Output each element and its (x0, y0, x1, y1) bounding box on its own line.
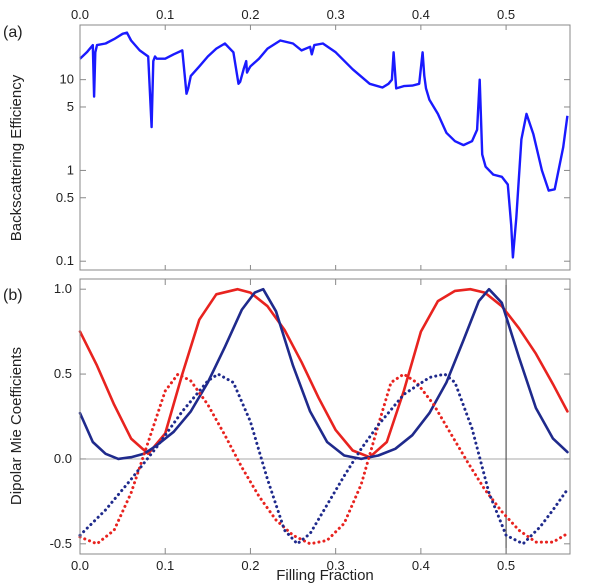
panel-b-x-axis-label: Filling Fraction (276, 567, 374, 584)
panel-b-y-tick-label: 1.0 (54, 281, 72, 296)
panel-a-x-tick-label: 0.5 (497, 7, 515, 22)
panel-a-y-axis-label: Backscattering Efficiency (8, 74, 25, 241)
panel-a-label: (a) (3, 24, 23, 41)
panel-b-y-tick-label: 0.0 (54, 451, 72, 466)
panel-a-y-tick-label: 5 (67, 99, 74, 114)
panel-b-x-tick-label: 0.1 (156, 558, 174, 573)
panel-b-label: (b) (3, 287, 23, 304)
panel-b-x-tick-label: 0.2 (241, 558, 259, 573)
panel-b-x-tick-label: 0.0 (71, 558, 89, 573)
panel-b-x-tick-label: 0.3 (327, 558, 345, 573)
panel-a-frame (79, 24, 571, 271)
panel-a-x-tick-label: 0.3 (327, 7, 345, 22)
panel-a-x-tick-label: 0.0 (71, 7, 89, 22)
mie-coefficient-red-solid-line (78, 287, 569, 459)
panel-b-y-tick-label: -0.5 (50, 536, 72, 551)
panel-a-y-tick-label: 1 (67, 162, 74, 177)
panel-b-reference-lines (80, 279, 570, 554)
panel-b: (b) Dipolar Mie Coefficients Filling Fra… (3, 278, 571, 584)
panel-a-x-tick-label: 0.4 (412, 7, 430, 22)
panel-a-x-tick-label: 0.1 (156, 7, 174, 22)
panel-a-y-tick-label: 0.1 (56, 253, 74, 268)
panel-a-series (79, 31, 569, 259)
panel-b-x-tick-label: 0.4 (412, 558, 430, 573)
panel-a-y-tick-label: 0.5 (56, 190, 74, 205)
panel-b-x-tick-label: 0.5 (497, 558, 515, 573)
panel-b-series (78, 287, 569, 546)
mie-coefficient-red-dotted-line (78, 372, 569, 546)
panel-a: (a) Backscattering Efficiency 0.0 0.1 0.2 0… (3, 7, 571, 271)
panel-a-axes: 0.0 0.1 0.2 0.3 0.4 0.5 10 5 1 0.5 0.1 (56, 7, 570, 270)
panel-a-y-tick-label: 10 (60, 72, 74, 87)
panel-a-x-tick-label: 0.2 (241, 7, 259, 22)
mie-coefficient-navy-solid-line (78, 287, 569, 461)
backscattering-efficiency-line (79, 31, 569, 259)
panel-b-y-axis-label: Dipolar Mie Coefficients (8, 347, 25, 505)
panel-b-axes: 0.0 0.1 0.2 0.3 0.4 0.5 1.0 0.5 0.0 -0.5 (50, 279, 570, 573)
panel-b-y-tick-label: 0.5 (54, 366, 72, 381)
panel-b-frame (79, 278, 571, 555)
